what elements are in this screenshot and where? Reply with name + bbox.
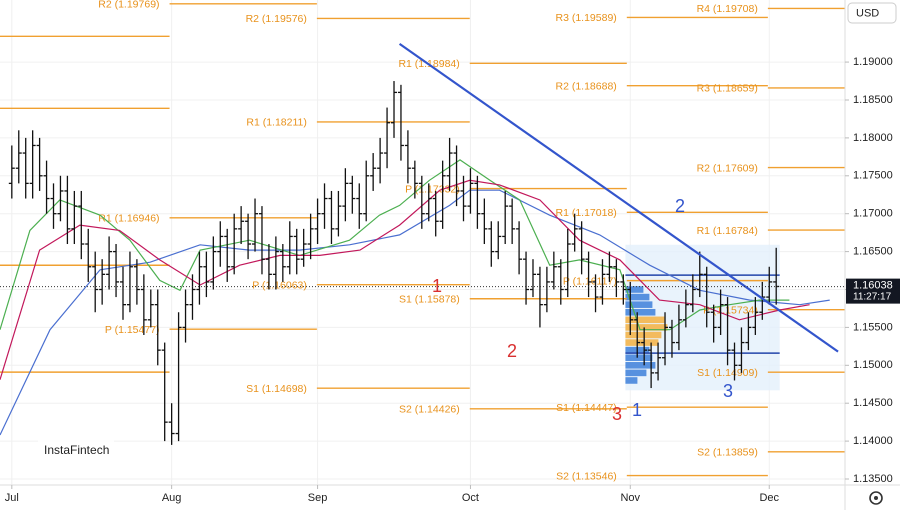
y-tick-label: 1.17000 [853, 208, 893, 220]
wave-label: 3 [612, 404, 622, 424]
pivot-label: S1 (1.14447) [556, 402, 617, 414]
volume-profile-bar [625, 286, 644, 293]
pivot-label: S1 (1.14909) [697, 367, 758, 379]
pivot-label: R4 (1.19708) [697, 3, 758, 15]
pivot-label: R1 (1.16784) [697, 225, 758, 237]
y-tick-label: 1.15000 [853, 359, 893, 371]
volume-profile-bar [625, 362, 656, 369]
pivot-label: R2 (1.19769) [98, 0, 159, 11]
pivot-label: S1 (1.14698) [246, 383, 307, 395]
wave-label: 1 [632, 400, 642, 420]
volume-profile-bar [625, 293, 650, 301]
wave-label: 2 [675, 196, 685, 216]
pivot-label: R1 (1.18211) [246, 117, 307, 129]
watermark-text: InstaFintech [44, 443, 109, 457]
y-tick-label: 1.15500 [853, 321, 893, 333]
volume-profile-bar [625, 369, 647, 377]
y-tick-label: 1.19000 [853, 56, 893, 68]
x-tick-label: Nov [620, 492, 640, 504]
price-tag-time: 11:27:17 [853, 291, 892, 302]
pivot-label: P (1.15477) [105, 324, 160, 336]
gear-center[interactable] [874, 496, 878, 500]
y-tick-label: 1.18500 [853, 94, 893, 106]
x-tick-label: Jul [5, 492, 19, 504]
currency-button[interactable]: USD [847, 2, 897, 24]
y-tick-label: 1.17500 [853, 170, 893, 182]
y-tick-label: 1.14000 [853, 435, 893, 447]
pivot-label: R2 (1.18688) [556, 81, 617, 93]
pivot-label: R1 (1.16946) [98, 213, 159, 225]
volume-profile-bar [625, 331, 662, 339]
y-tick-label: 1.13500 [853, 473, 893, 485]
moving-average [0, 179, 810, 380]
pivot-label: S1 (1.15878) [399, 294, 460, 306]
pivot-label: R2 (1.19576) [246, 13, 307, 25]
pivot-label: S2 (1.13859) [697, 447, 758, 459]
pivot-label: R3 (1.18659) [697, 83, 758, 95]
pivot-label: P (1.16063) [252, 280, 307, 292]
settings-button[interactable] [869, 491, 883, 505]
y-tick-label: 1.14500 [853, 397, 893, 409]
pivot-label: P (1.17332) [405, 183, 460, 195]
currency-label[interactable]: USD [856, 7, 879, 19]
pivot-label: S2 (1.13546) [556, 470, 617, 482]
x-tick-label: Aug [162, 492, 182, 504]
x-tick-label: Oct [462, 492, 479, 504]
button-frame[interactable] [847, 2, 897, 24]
watermark-box [38, 438, 114, 464]
price-tag-label: 1.16038 [853, 280, 893, 292]
pivot-label: R3 (1.19589) [556, 12, 617, 24]
gear-icon[interactable] [869, 491, 883, 505]
x-tick-label: Sep [308, 492, 328, 504]
wave-label: 2 [507, 341, 517, 361]
pivot-label: R1 (1.17018) [556, 207, 617, 219]
plot-area: R2 (1.19769) R1 (1.16946) P (1.15477) R2 (1… [0, 0, 845, 485]
trendline [398, 42, 839, 353]
price-tag [846, 278, 900, 304]
volume-profile-bar [625, 377, 638, 384]
y-tick-label: 1.18000 [853, 132, 893, 144]
pivot-label: R2 (1.17609) [697, 162, 758, 174]
pivot-label: P (1.15734) [703, 304, 758, 316]
x-tick-label: Dec [759, 492, 779, 504]
wave-label: 1 [432, 276, 442, 296]
volume-profile-bar [625, 308, 656, 316]
wave-label: 3 [723, 381, 733, 401]
volume-profile-bar [625, 301, 653, 308]
watermark: InstaFintech [38, 438, 114, 464]
volume-profile-bar [625, 316, 665, 324]
y-tick-label: 1.16500 [853, 246, 893, 258]
volume-profile-bar [625, 354, 653, 362]
volume-profile-bar [625, 324, 668, 331]
pivot-label: S2 (1.14426) [399, 404, 460, 416]
